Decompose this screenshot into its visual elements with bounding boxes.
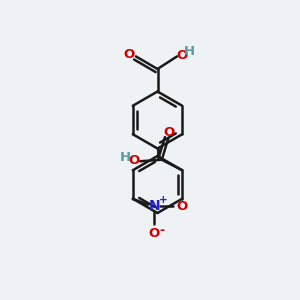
Text: -: - <box>160 224 165 237</box>
Text: O: O <box>149 227 160 240</box>
Text: H: H <box>120 151 131 164</box>
Text: H: H <box>184 45 195 58</box>
Text: O: O <box>177 200 188 213</box>
Text: N: N <box>148 199 160 213</box>
Text: O: O <box>128 154 139 166</box>
Text: O: O <box>124 47 135 61</box>
Text: +: + <box>158 195 167 205</box>
Text: O: O <box>177 49 188 62</box>
Text: O: O <box>164 126 175 139</box>
